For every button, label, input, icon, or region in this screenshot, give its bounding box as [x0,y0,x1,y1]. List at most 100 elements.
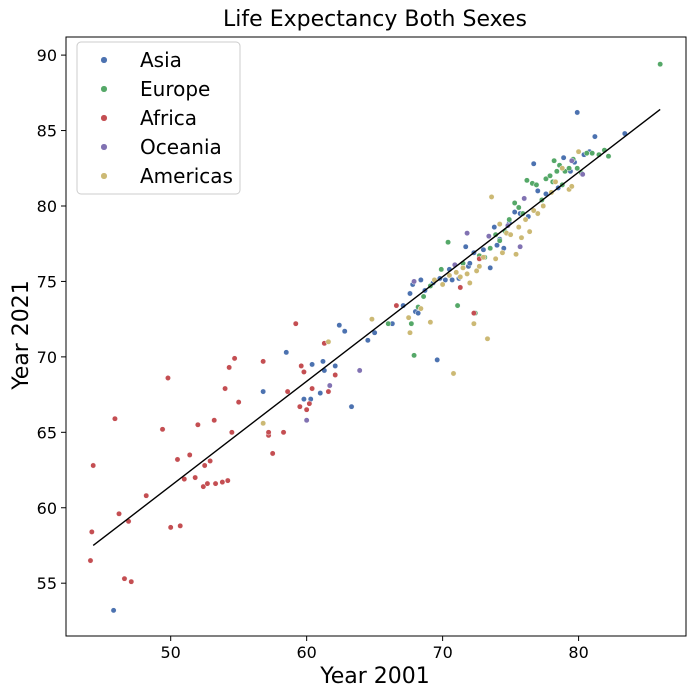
point-africa [332,372,339,378]
point-africa [211,417,218,424]
point-oceania [485,233,492,240]
point-europe [553,168,560,175]
point-africa [111,415,118,422]
x-axis-label: Year 2001 [319,664,430,689]
point-africa [228,429,235,436]
point-asia [462,243,469,250]
point-europe [566,165,573,172]
legend-label-americas: Americas [140,164,233,188]
point-americas [522,216,529,223]
point-europe [574,165,581,172]
point-asia [560,154,567,161]
point-europe [438,266,445,273]
point-africa [219,479,226,486]
point-americas [507,231,514,238]
legend: Asia Europe Africa Oceania Americas [76,41,241,195]
point-europe [605,153,612,160]
point-asia [487,264,494,271]
point-africa [165,375,171,381]
point-americas [515,224,522,231]
point-africa [186,451,193,458]
legend-frame [76,41,241,195]
point-africa [298,362,305,369]
point-americas [457,273,464,280]
point-asia [332,362,339,369]
point-oceania [521,195,528,202]
legend-marker-americas [100,172,108,180]
point-asia [534,187,541,194]
point-asia [449,276,456,283]
point-americas [534,210,541,217]
point-europe [533,181,540,188]
point-europe [511,200,518,206]
point-americas [488,193,495,200]
point-asia [371,329,378,336]
point-africa [174,456,181,463]
point-europe [547,172,553,179]
point-americas [453,269,460,276]
point-africa [284,388,291,395]
point-europe [496,237,503,244]
point-africa [212,480,219,487]
point-asia [434,356,441,363]
point-oceania [464,230,471,237]
point-oceania [411,278,418,285]
point-africa [90,462,97,469]
point-africa [226,364,233,371]
point-africa [192,474,199,481]
point-oceania [356,367,363,374]
point-africa [296,403,303,410]
point-americas [417,305,424,312]
point-europe [385,320,392,327]
legend-marker-europe [100,85,108,93]
point-africa [87,557,94,564]
point-americas [325,338,332,345]
point-africa [280,429,287,436]
point-africa [300,369,307,375]
plot-frame [65,36,687,637]
point-americas [492,255,499,262]
point-asia [260,388,267,395]
point-asia [442,276,449,283]
y-tick-label: 60 [37,499,57,518]
point-africa [457,284,464,291]
point-africa [128,578,135,585]
y-tick-label: 85 [37,122,57,141]
x-tick-label: 50 [161,643,181,662]
point-africa [470,310,477,317]
point-asia [491,224,498,231]
point-europe [523,177,530,184]
chart-title: Life Expectancy Both Sexes [223,7,527,32]
point-asia [336,322,343,329]
point-americas [540,203,547,209]
point-africa [265,429,272,436]
point-americas [559,165,566,172]
point-europe [408,320,415,327]
point-asia [415,310,422,317]
point-americas [260,420,267,427]
point-asia [417,276,424,283]
point-europe [551,157,558,164]
point-asia [480,246,487,253]
point-africa [235,399,242,406]
point-africa [121,575,128,582]
point-americas [450,370,457,377]
point-oceania [579,171,586,178]
point-americas [530,207,537,214]
y-tick-label: 70 [37,348,57,367]
point-africa [222,385,229,392]
point-americas [439,281,446,288]
y-tick-label: 90 [37,46,57,65]
point-americas [473,267,480,274]
point-asia [309,361,316,368]
point-africa [393,302,400,309]
point-africa [224,477,231,484]
point-asia [530,160,537,167]
point-asia [300,396,307,403]
y-tick-label: 80 [37,197,57,216]
point-africa [325,388,332,395]
point-europe [445,239,452,246]
point-africa [309,385,316,392]
point-africa [159,426,166,433]
y-tick-label: 55 [37,574,57,593]
